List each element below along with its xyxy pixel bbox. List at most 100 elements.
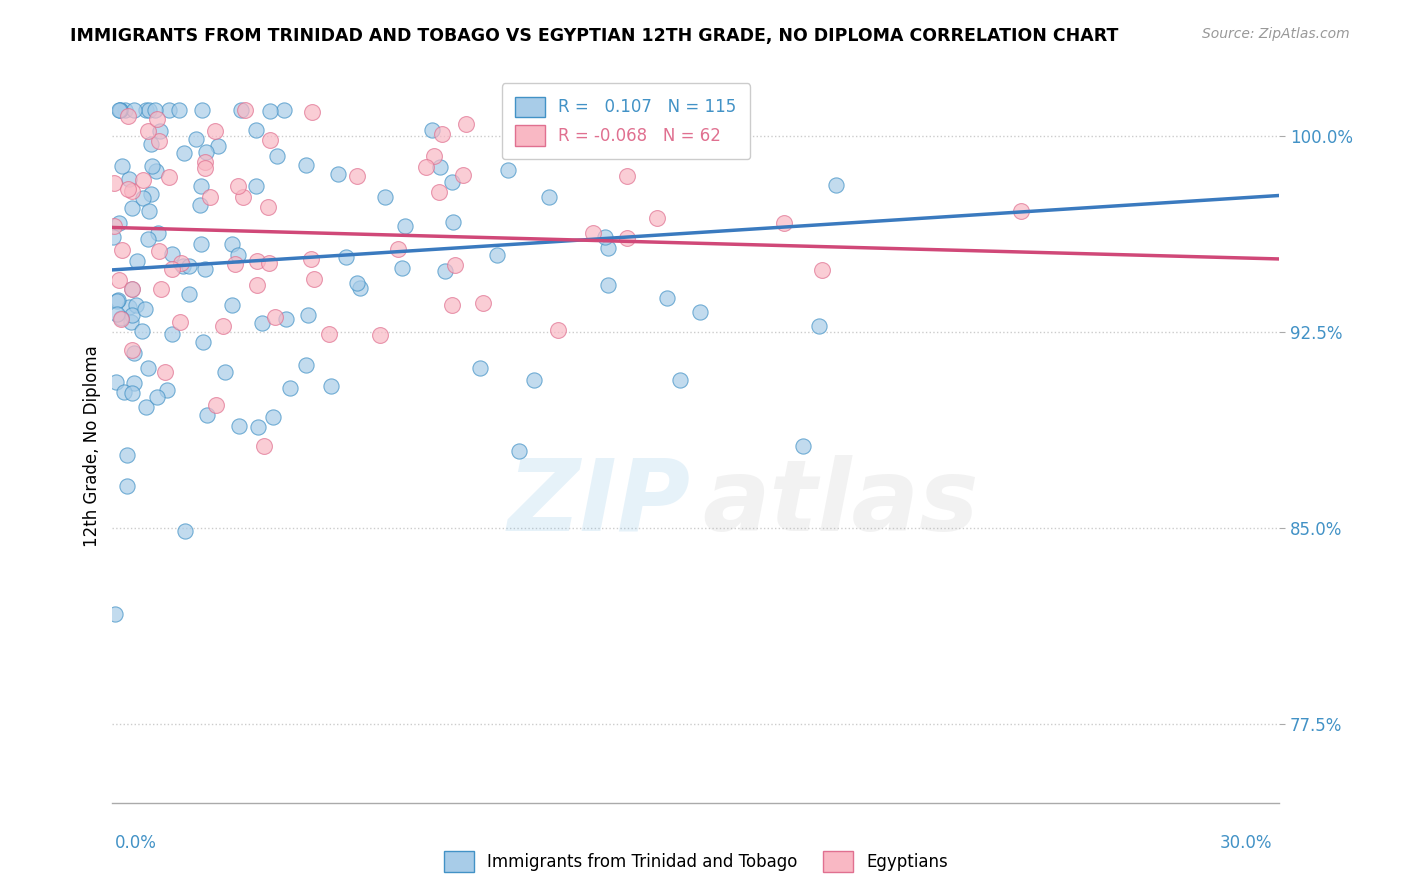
Point: [441, 215, 464, 229]
Point: [118, 172, 141, 186]
Point: [173, 145, 195, 160]
Point: [177, 286, 200, 301]
Point: [149, 123, 172, 137]
Point: [103, 607, 125, 621]
Point: [257, 255, 280, 269]
Point: [811, 263, 834, 277]
Point: [318, 327, 340, 342]
Point: [444, 258, 467, 272]
Point: [194, 154, 217, 169]
Point: [772, 216, 794, 230]
Text: atlas: atlas: [702, 455, 979, 551]
Point: [108, 103, 131, 117]
Point: [200, 190, 222, 204]
Point: [259, 104, 281, 119]
Point: [598, 241, 620, 255]
Point: [110, 310, 132, 325]
Point: [125, 254, 148, 268]
Point: [246, 253, 269, 268]
Point: [134, 302, 156, 317]
Point: [441, 175, 464, 189]
Point: [702, 103, 724, 117]
Point: [160, 262, 183, 277]
Point: [253, 439, 276, 453]
Point: [193, 262, 215, 277]
Point: [297, 308, 319, 322]
Point: [245, 179, 267, 194]
Point: [117, 448, 139, 462]
Point: [266, 149, 288, 163]
Point: [148, 244, 170, 259]
Point: [132, 191, 155, 205]
Point: [207, 139, 229, 153]
Point: [295, 358, 318, 372]
Point: [582, 227, 605, 241]
Point: [228, 178, 250, 193]
Point: [167, 103, 190, 117]
Point: [190, 178, 212, 193]
Point: [125, 298, 148, 312]
Point: [472, 295, 495, 310]
Point: [153, 366, 176, 380]
Point: [117, 182, 139, 196]
Point: [146, 390, 169, 404]
Point: [108, 215, 131, 229]
Point: [169, 315, 191, 329]
Point: [232, 190, 254, 204]
Point: [136, 361, 159, 376]
Point: [121, 308, 143, 322]
Point: [120, 315, 142, 329]
Point: [162, 326, 184, 341]
Point: [422, 148, 444, 162]
Point: [245, 123, 267, 137]
Point: [824, 178, 846, 192]
Point: [295, 158, 318, 172]
Point: [214, 365, 236, 379]
Point: [186, 132, 208, 146]
Point: [191, 103, 214, 117]
Point: [121, 343, 143, 357]
Point: [146, 227, 169, 241]
Point: [441, 298, 464, 312]
Point: [263, 310, 285, 325]
Point: [121, 201, 143, 215]
Point: [138, 103, 160, 117]
Point: [256, 200, 278, 214]
Point: [229, 103, 252, 117]
Point: [107, 293, 129, 308]
Point: [415, 160, 437, 174]
Point: [730, 103, 752, 117]
Point: [157, 170, 180, 185]
Point: [101, 230, 124, 244]
Point: [1010, 204, 1032, 219]
Text: Source: ZipAtlas.com: Source: ZipAtlas.com: [1202, 27, 1350, 41]
Point: [148, 134, 170, 148]
Point: [246, 419, 269, 434]
Point: [146, 112, 169, 126]
Point: [173, 524, 195, 539]
Point: [454, 117, 477, 131]
Point: [301, 104, 323, 119]
Point: [141, 159, 163, 173]
Point: [111, 159, 134, 173]
Point: [645, 211, 668, 225]
Point: [103, 177, 125, 191]
Point: [228, 419, 250, 434]
Point: [420, 123, 443, 137]
Point: [138, 204, 160, 219]
Point: [150, 282, 173, 296]
Point: [103, 219, 125, 234]
Point: [387, 242, 409, 256]
Point: [523, 373, 546, 387]
Point: [190, 237, 212, 252]
Point: [110, 312, 132, 326]
Point: [121, 184, 143, 198]
Point: [394, 219, 416, 233]
Point: [135, 400, 157, 414]
Point: [172, 260, 194, 274]
Point: [194, 145, 217, 160]
Point: [121, 385, 143, 400]
Point: [157, 103, 180, 117]
Point: [508, 443, 530, 458]
Point: [346, 276, 368, 290]
